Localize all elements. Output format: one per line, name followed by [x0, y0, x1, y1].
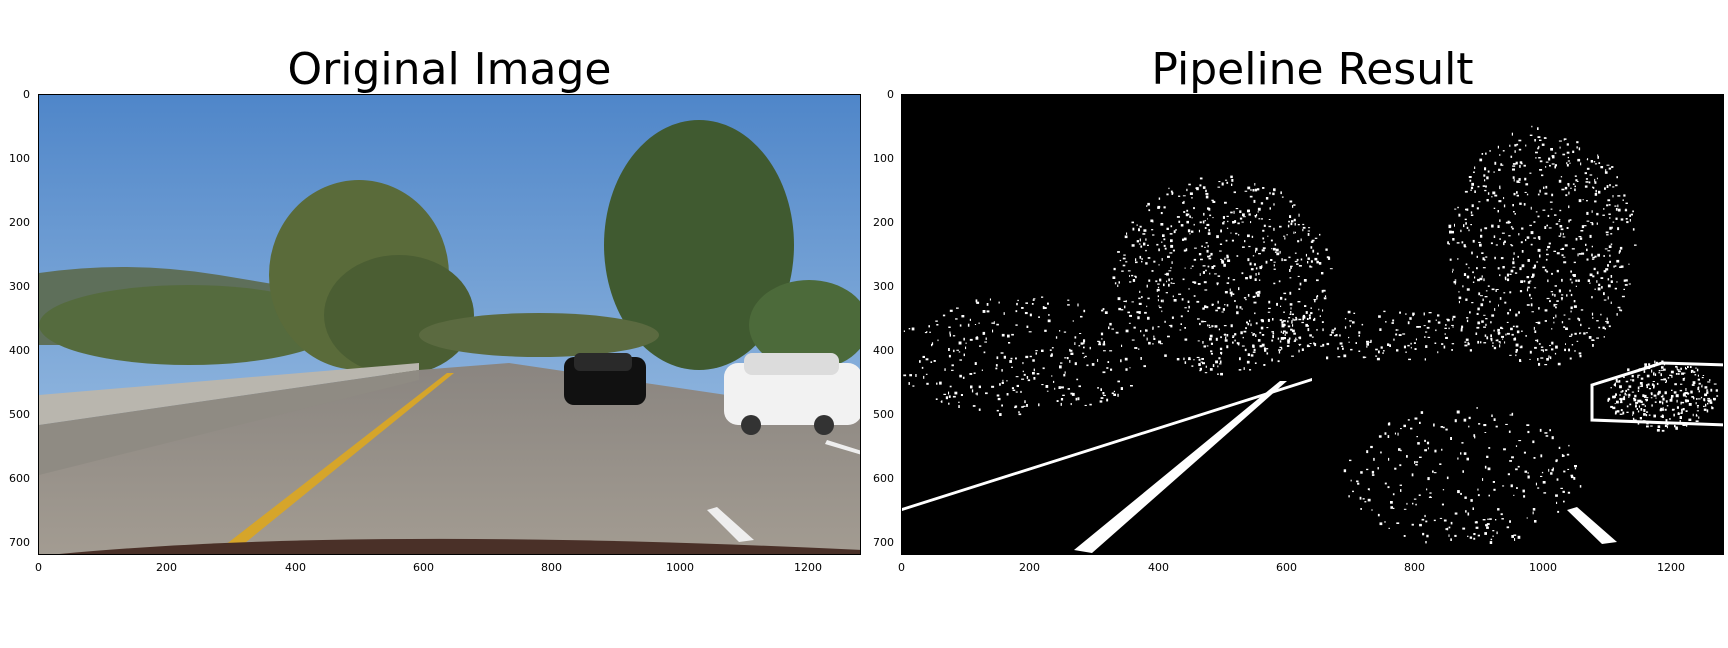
x-tick-label: 0	[35, 561, 42, 574]
road-scene-photo	[39, 95, 860, 554]
x-tick-label: 400	[285, 561, 306, 574]
x-tick-label: 1000	[666, 561, 694, 574]
x-tick-label: 1000	[1529, 561, 1557, 574]
y-tick-label: 100	[9, 152, 30, 165]
x-tick-label: 600	[1276, 561, 1297, 574]
y-tick-label: 300	[873, 280, 894, 293]
y-tick-label: 700	[9, 536, 30, 549]
y-tick-label: 400	[9, 344, 30, 357]
y-tick-label: 600	[873, 472, 894, 485]
pipeline-result-image	[901, 94, 1724, 555]
x-tick-label: 200	[156, 561, 177, 574]
y-tick-label: 400	[873, 344, 894, 357]
y-tick-label: 500	[873, 408, 894, 421]
y-tick-label: 200	[9, 216, 30, 229]
x-tick-label: 800	[1404, 561, 1425, 574]
x-tick-label: 0	[898, 561, 905, 574]
y-tick-label: 0	[887, 88, 894, 101]
x-tick-label: 600	[413, 561, 434, 574]
y-tick-label: 300	[9, 280, 30, 293]
x-tick-label: 800	[541, 561, 562, 574]
y-tick-label: 0	[23, 88, 30, 101]
y-tick-label: 200	[873, 216, 894, 229]
panel-title-original: Original Image	[287, 44, 612, 95]
panel-title-pipeline: Pipeline Result	[1151, 44, 1474, 95]
y-tick-label: 500	[9, 408, 30, 421]
original-image	[38, 94, 861, 555]
x-tick-label: 200	[1019, 561, 1040, 574]
binary-threshold-image	[902, 95, 1723, 554]
y-tick-label: 100	[873, 152, 894, 165]
y-tick-label: 700	[873, 536, 894, 549]
x-tick-label: 1200	[1657, 561, 1685, 574]
x-tick-label: 400	[1148, 561, 1169, 574]
y-tick-label: 600	[9, 472, 30, 485]
x-tick-label: 1200	[794, 561, 822, 574]
